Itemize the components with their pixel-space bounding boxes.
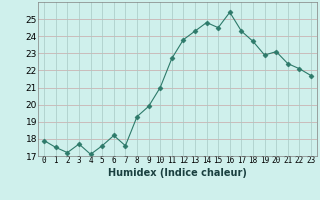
X-axis label: Humidex (Indice chaleur): Humidex (Indice chaleur)	[108, 168, 247, 178]
